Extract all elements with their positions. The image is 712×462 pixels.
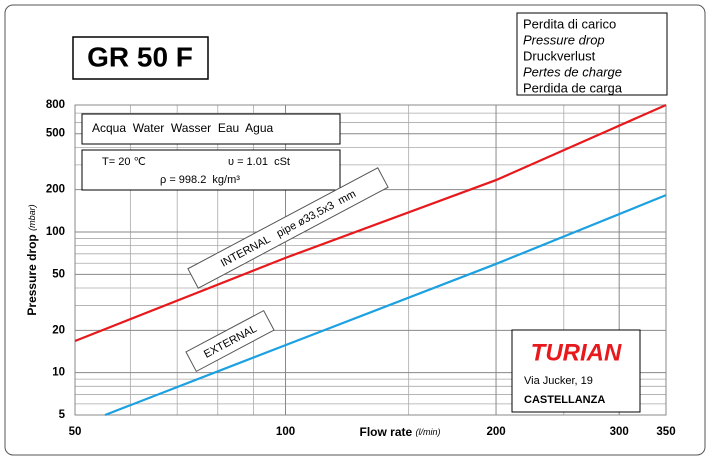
y-tick-label: 200 — [46, 184, 65, 196]
density: ρ = 998.2 kg/m³ — [160, 174, 240, 186]
x-tick-label: 350 — [656, 426, 675, 438]
viscosity: υ = 1.01 cSt — [228, 156, 290, 168]
brand: TURIAN — [531, 339, 622, 366]
x-unit: (l/min) — [416, 427, 441, 437]
x-tick-label: 300 — [610, 426, 629, 438]
y-axis-label: Pressure drop (mbar) — [25, 204, 39, 315]
series-label-box — [187, 167, 389, 289]
info-line: Perdida de carga — [523, 80, 623, 95]
y-tick-label: 5 — [59, 409, 66, 421]
fluid-box — [81, 113, 341, 145]
property-box — [81, 149, 341, 191]
series-label-box — [185, 309, 275, 373]
x-axis-label: Flow rate (l/min) — [359, 425, 440, 439]
temperature: T= 20 ℃ — [102, 156, 146, 168]
city: CASTELLANZA — [524, 394, 605, 406]
y-tick-label: 100 — [46, 226, 65, 238]
y-tick-label: 20 — [52, 324, 65, 336]
address: Via Jucker, 19 — [524, 375, 593, 387]
chart-title: GR 50 F — [87, 41, 193, 72]
x-tick-label: 200 — [486, 426, 505, 438]
y-tick-label: 800 — [46, 99, 65, 111]
title-box — [72, 36, 209, 80]
y-label: Pressure drop — [25, 234, 39, 315]
y-tick-label: 500 — [46, 128, 65, 140]
info-line: Pertes de charge — [523, 64, 622, 79]
x-tick-label: 50 — [69, 426, 82, 438]
info-line: Druckverlust — [523, 48, 596, 63]
info-line: Pressure drop — [523, 32, 605, 47]
x-tick-label: 100 — [276, 426, 295, 438]
info-box — [516, 12, 668, 96]
y-unit: (mbar) — [27, 204, 37, 231]
series-line — [74, 103, 667, 342]
y-tick-label: 10 — [52, 367, 65, 379]
brand-box — [511, 329, 641, 413]
info-line: Perdita di carico — [523, 16, 616, 31]
x-label: Flow rate — [359, 425, 412, 439]
fluid: Acqua Water Wasser Eau Agua — [92, 121, 274, 135]
y-tick-label: 50 — [52, 268, 65, 280]
series-line — [104, 194, 667, 417]
